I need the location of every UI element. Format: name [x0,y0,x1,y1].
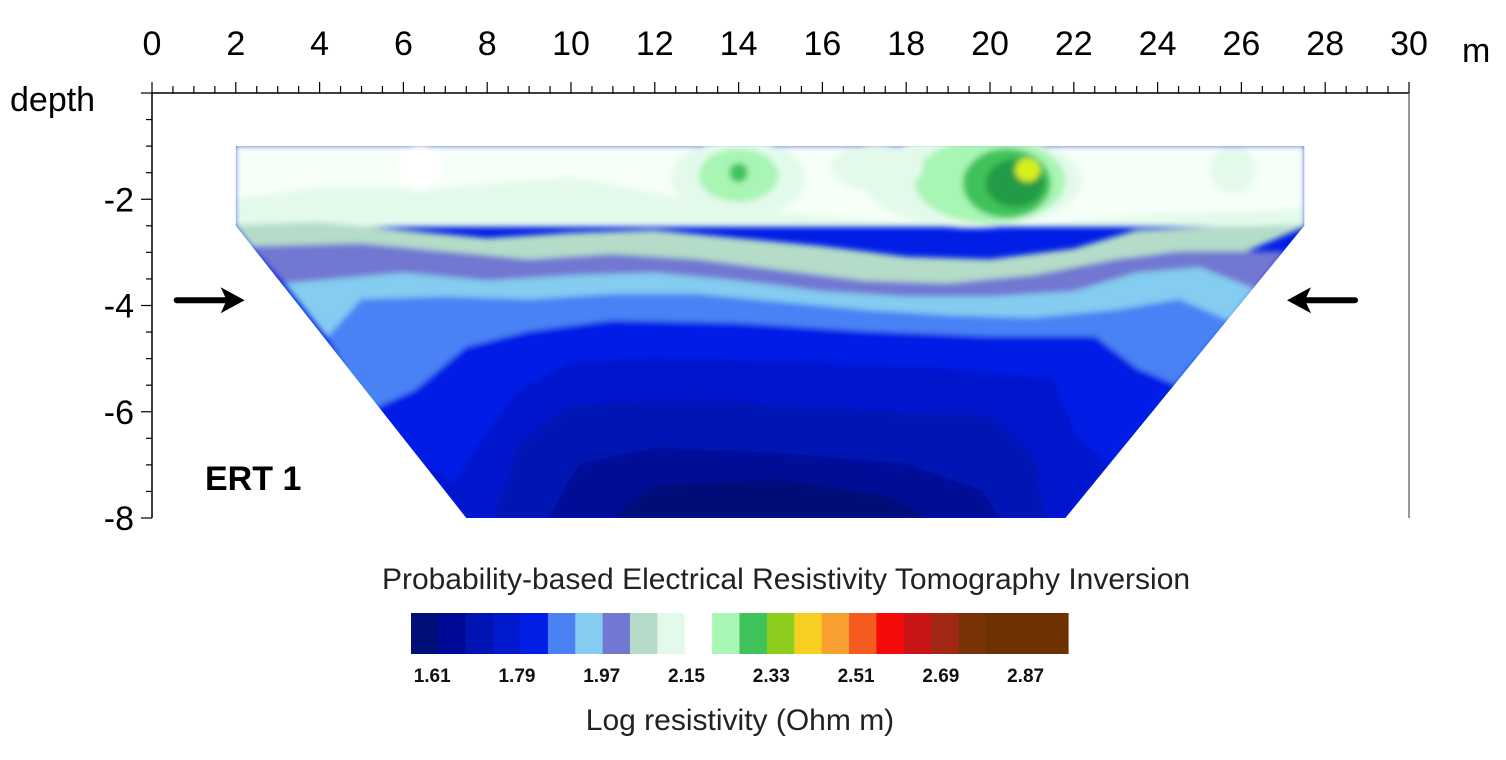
section-contours [235,146,1305,518]
y-axis: -2 -4 -6 -8 [104,92,152,538]
colorbar-swatch [465,613,494,654]
x-tick-label: 28 [1306,25,1344,63]
x-axis-unit-label: m [1462,32,1490,70]
colorbar-swatch [794,613,823,654]
annotations: ERT 1 Probability-based Electrical Resis… [10,32,1490,596]
colorbar-tick-label: 2.15 [668,666,705,687]
x-tick-label: 16 [803,25,841,63]
arrow-markers [173,287,1359,314]
colorbar-swatch [575,613,604,654]
x-tick-label: 30 [1390,25,1428,63]
section-label: ERT 1 [205,460,301,498]
colorbar-swatch [493,613,522,654]
x-tick-label: 2 [226,25,245,63]
colorbar-swatch [1040,613,1069,654]
colorbar-swatch [903,613,932,654]
x-tick-label: 10 [552,25,590,63]
colorbar-swatch [712,613,741,654]
colorbar: Log resistivity (Ohm m) 1.61 1.79 1.97 2.15… [411,613,1069,737]
y-tick-label: -8 [104,500,134,538]
colorbar-swatch [630,613,658,654]
layer-darkest-navy [611,479,929,518]
colorbar-swatch [766,613,795,654]
colorbar-swatch [739,613,768,654]
colorbar-swatch [821,613,850,654]
x-tick-label: 22 [1055,25,1093,63]
x-tick-label: 12 [636,25,674,63]
colorbar-swatch [958,613,987,654]
anomaly-x20-core [1015,158,1041,182]
x-tick-label: 0 [143,25,162,63]
colorbar-swatch [602,613,631,654]
chart-title: Probability-based Electrical Resistivity… [382,563,1190,596]
x-axis: 0 2 4 6 8 10 12 14 16 18 20 22 24 26 28 30 [143,25,1428,93]
left-arrow [173,287,245,314]
colorbar-tick-label: 2.51 [838,666,875,687]
y-tick-label: -2 [104,181,134,219]
x-tick-label: 6 [394,25,413,63]
x-tick-label: 4 [310,25,329,63]
colorbar-swatch [985,613,1014,654]
anomaly-x17-pale [830,146,923,192]
right-arrow [1287,287,1359,314]
layer-pale-green [235,177,1305,227]
colorbar-swatch [684,613,713,654]
colorbar-swatch [931,613,960,654]
colorbar-swatch [547,613,576,654]
colorbar-swatch [520,613,549,654]
colorbar-title: Log resistivity (Ohm m) [586,704,894,737]
y-axis-label: depth [10,81,95,119]
colorbar-swatch [438,613,467,654]
x-tick-label: 26 [1222,25,1260,63]
x-tick-label: 14 [720,25,758,63]
colorbar-tick-label: 2.87 [1007,666,1044,687]
anomaly-x14-core [729,163,748,183]
colorbar-tick-label: 1.61 [414,666,451,687]
arrow-head [1287,287,1312,314]
colorbar-swatch [876,613,905,654]
resistivity-section [235,146,1305,518]
colorbar-tick-label: 2.69 [922,666,959,687]
colorbar-tick-label: 1.97 [583,666,620,687]
y-tick-label: -6 [104,394,134,432]
x-tick-label: 24 [1139,25,1177,63]
arrow-head [220,287,245,314]
colorbar-tick-label: 2.33 [753,666,790,687]
y-tick-label: -4 [104,288,134,326]
colorbar-swatch [411,613,439,654]
anomaly-x6-white [397,146,444,192]
colorbar-swatch [1013,613,1042,654]
x-tick-label: 8 [478,25,497,63]
x-tick-label: 20 [971,25,1009,63]
colorbar-swatch [657,613,686,654]
colorbar-swatch [849,613,877,654]
x-tick-label: 18 [887,25,925,63]
colorbar-tick-label: 1.79 [498,666,535,687]
anomaly-x26-pale [1209,146,1257,194]
